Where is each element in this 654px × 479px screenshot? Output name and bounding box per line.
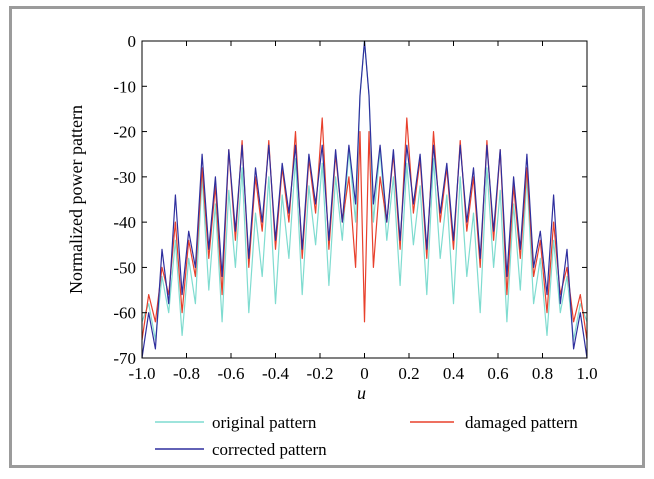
x-tick-label: -1.0 xyxy=(129,364,156,383)
y-axis-label: Normalized power pattern xyxy=(66,105,86,294)
legend-label-2: damaged pattern xyxy=(465,413,578,432)
y-tick-label: -70 xyxy=(113,349,136,368)
figure-frame: -1.0 -0.8 -0.6 -0.4 -0.2 0 0.2 0.4 0.6 0.8 1.0 0 -10… xyxy=(9,6,645,468)
x-tick-label: 0.8 xyxy=(532,364,553,383)
y-tick-label: -50 xyxy=(113,258,136,277)
y-tick-label: -60 xyxy=(113,304,136,323)
legend: original pattern damaged pattern corrected… xyxy=(155,413,578,459)
y-tick-label: -30 xyxy=(113,168,136,187)
x-axis-label: u xyxy=(357,383,366,403)
series-line-2 xyxy=(141,117,588,340)
y-tick-label: -20 xyxy=(113,123,136,142)
plot-lines xyxy=(141,40,588,359)
legend-label-1: original pattern xyxy=(212,413,317,432)
x-tick-label: 1.0 xyxy=(576,364,597,383)
axis-tick-labels: -1.0 -0.8 -0.6 -0.4 -0.2 0 0.2 0.4 0.6 0.8 1.0 0 -10… xyxy=(113,32,597,383)
legend-label-3: corrected pattern xyxy=(212,440,327,459)
series-line-1 xyxy=(141,40,588,341)
x-tick-label: -0.8 xyxy=(173,364,200,383)
x-tick-label: 0.6 xyxy=(487,364,508,383)
x-tick-label: 0.4 xyxy=(443,364,465,383)
x-tick-label: 0.2 xyxy=(398,364,419,383)
y-tick-label: -40 xyxy=(113,213,136,232)
y-tick-label: -10 xyxy=(113,77,136,96)
x-tick-label: -0.4 xyxy=(262,364,289,383)
x-tick-label: -0.6 xyxy=(218,364,245,383)
chart-canvas: -1.0 -0.8 -0.6 -0.4 -0.2 0 0.2 0.4 0.6 0.8 1.0 0 -10… xyxy=(66,32,598,459)
x-tick-label: 0 xyxy=(360,364,369,383)
axis-ticks xyxy=(141,40,588,359)
x-tick-label: -0.2 xyxy=(307,364,334,383)
y-tick-label: 0 xyxy=(128,32,137,51)
